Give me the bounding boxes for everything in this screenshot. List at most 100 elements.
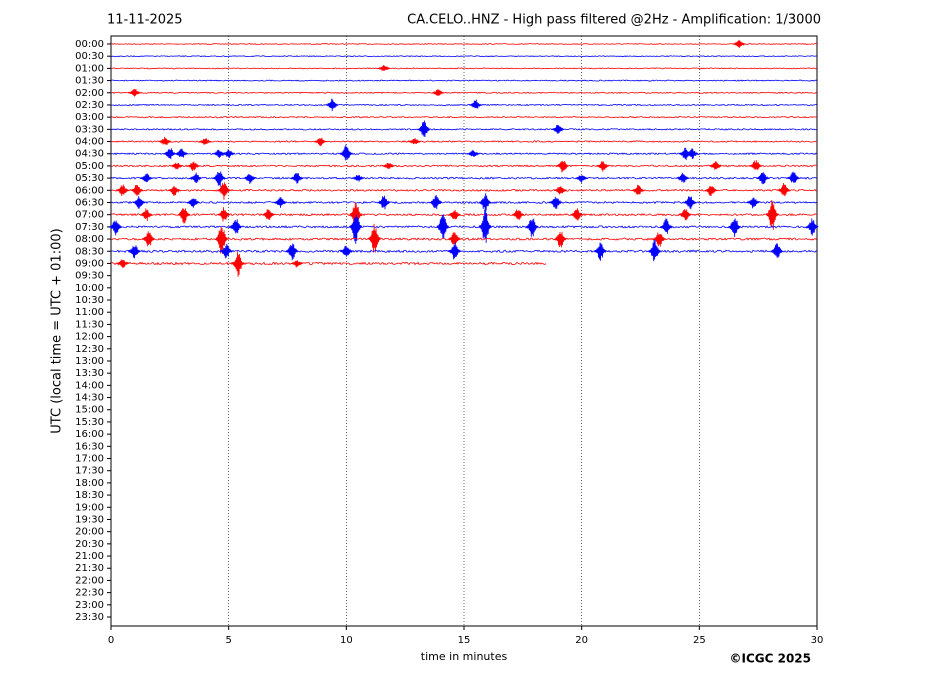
burst (177, 208, 191, 224)
burst (274, 197, 287, 208)
burst (732, 39, 746, 49)
burst (787, 171, 800, 183)
y-tick-label: 09:00 (75, 258, 104, 269)
y-tick-label: 11:00 (75, 307, 104, 318)
burst (349, 202, 363, 230)
y-tick-label: 22:30 (75, 588, 104, 599)
burst (339, 144, 353, 161)
burst (229, 219, 243, 234)
burst (189, 172, 202, 183)
burst (466, 149, 480, 157)
burst (349, 214, 363, 244)
y-tick-label: 00:30 (75, 51, 104, 62)
burst (128, 88, 141, 97)
trace (110, 67, 818, 70)
burst (186, 198, 200, 208)
y-tick-label: 12:00 (75, 332, 104, 343)
y-tick-label: 07:30 (75, 222, 104, 233)
x-axis-label: time in minutes (421, 650, 508, 663)
y-tick-label: 11:30 (75, 319, 104, 330)
burst (377, 65, 391, 71)
burst (777, 183, 791, 197)
burst (175, 148, 188, 158)
burst (139, 173, 153, 183)
burst (290, 173, 304, 184)
y-tick-label: 23:30 (75, 612, 104, 623)
y-tick-label: 14:00 (75, 380, 104, 391)
burst (478, 209, 492, 243)
burst (217, 182, 231, 200)
burst (570, 208, 584, 221)
trace (110, 79, 818, 82)
y-tick-label: 21:00 (75, 551, 104, 562)
y-tick-label: 18:00 (75, 478, 104, 489)
burst (215, 226, 228, 254)
burst (747, 197, 760, 209)
y-tick-label: 15:30 (75, 417, 104, 428)
burst (377, 195, 391, 210)
y-tick-label: 00:00 (75, 39, 104, 50)
burst (704, 186, 718, 196)
burst (314, 137, 327, 147)
y-tick-label: 17:30 (75, 466, 104, 477)
burst (128, 245, 141, 259)
burst (556, 160, 570, 173)
y-tick-label: 16:30 (75, 441, 104, 452)
y-tick-label: 17:00 (75, 454, 104, 465)
y-tick-label: 02:30 (75, 100, 104, 111)
burst (116, 184, 130, 197)
burst (351, 174, 365, 182)
y-tick-label: 01:00 (75, 63, 104, 74)
burst (142, 231, 155, 247)
burst (109, 220, 123, 236)
burst (448, 232, 461, 245)
y-tick-label: 15:00 (75, 405, 104, 416)
burst (594, 242, 607, 261)
burst (417, 120, 431, 138)
burst (511, 209, 525, 221)
burst (575, 175, 588, 183)
y-tick-label: 22:00 (75, 575, 104, 586)
trace (110, 91, 818, 94)
chart-date: 11-11-2025 (107, 13, 183, 28)
burst (222, 149, 235, 159)
y-tick-label: 05:00 (75, 161, 104, 172)
burst (756, 172, 770, 185)
y-tick-label: 13:30 (75, 368, 104, 379)
trace (110, 261, 547, 266)
x-tick-label: 20 (575, 635, 588, 646)
y-tick-label: 02:00 (75, 88, 104, 99)
y-tick-label: 04:30 (75, 149, 104, 160)
burst (554, 231, 567, 248)
trace (110, 164, 818, 168)
burst (765, 200, 779, 230)
burst (631, 184, 645, 195)
burst (408, 138, 421, 145)
y-tick-label: 12:30 (75, 344, 104, 355)
burst (368, 223, 381, 253)
trace (110, 225, 818, 229)
burst (648, 239, 661, 262)
burst (525, 218, 539, 237)
y-tick-label: 19:00 (75, 502, 104, 513)
burst (554, 186, 567, 195)
credit: ©ICGC 2025 (729, 652, 811, 666)
y-tick-label: 01:30 (75, 76, 104, 87)
burst (549, 196, 563, 209)
burst (116, 259, 129, 268)
burst (158, 136, 172, 145)
burst (683, 196, 697, 210)
y-tick-label: 10:30 (75, 295, 104, 306)
burst (163, 148, 177, 160)
x-tick-label: 15 (458, 635, 471, 646)
trace (110, 237, 818, 241)
burst (339, 245, 353, 257)
burst (212, 171, 226, 187)
burst (431, 89, 445, 96)
burst (805, 218, 819, 236)
y-tick-label: 06:30 (75, 197, 104, 208)
burst (429, 195, 443, 210)
trace (110, 115, 818, 119)
burst (219, 243, 233, 259)
